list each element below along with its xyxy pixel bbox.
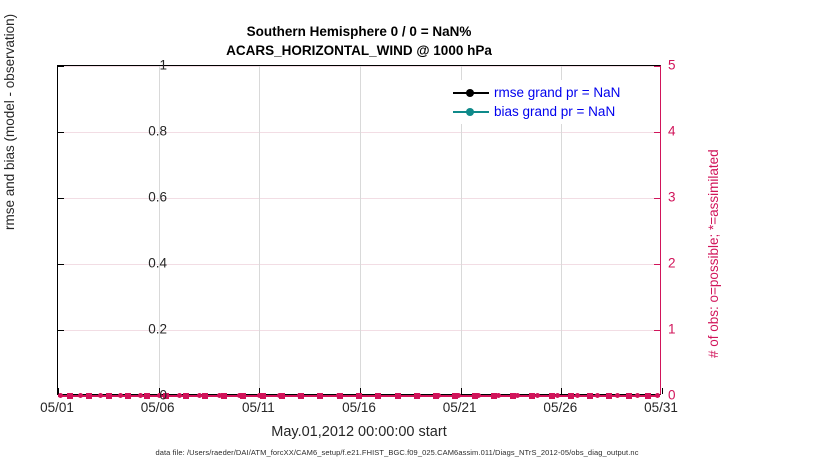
y-axis-right-tick-label: 4 <box>668 123 676 139</box>
y-axis-left-tick-label: 0.6 <box>148 189 167 205</box>
y-axis-right-tick-label: 1 <box>668 321 676 337</box>
vertical-gridline <box>460 66 462 394</box>
legend-swatch-rmse <box>453 86 489 100</box>
x-axis-title: May.01,2012 00:00:00 start <box>271 424 447 440</box>
x-axis-tick-label: 05/11 <box>241 400 275 415</box>
x-axis-tick-label: 05/06 <box>140 400 175 415</box>
x-axis-tick <box>158 388 160 394</box>
y-axis-left-tick-label: 0.8 <box>148 123 167 139</box>
legend-item-rmse[interactable]: rmse grand pr = NaN <box>453 83 620 102</box>
data-file-caption: data file: /Users/raeder/DAI/ATM_forcXX/… <box>155 448 639 457</box>
y-axis-right-tick <box>654 66 660 67</box>
horizontal-gridline <box>58 66 660 67</box>
y-axis-left-tick <box>58 264 64 265</box>
y-axis-left-tick <box>58 66 64 67</box>
chart-title-line-2: ACARS_HORIZONTAL_WIND @ 1000 hPa <box>226 43 492 58</box>
chart-title-line-1: Southern Hemisphere 0 / 0 = NaN% <box>246 24 472 39</box>
vertical-gridline <box>158 66 160 394</box>
vertical-gridline <box>561 66 563 394</box>
y-axis-right-tick <box>654 198 660 199</box>
y-axis-left-tick <box>58 132 64 133</box>
y-axis-left-title: rmse and bias (model - observation) <box>2 13 17 230</box>
x-axis-tick <box>662 388 663 394</box>
legend-swatch-bias <box>453 105 489 119</box>
horizontal-gridline <box>58 330 660 331</box>
y-axis-left-tick-label: 0.2 <box>148 321 167 337</box>
x-axis-tick-label: 05/21 <box>442 400 477 415</box>
y-axis-left-tick-label: 0 <box>159 387 167 403</box>
legend-label-rmse: rmse grand pr = NaN <box>494 85 621 100</box>
x-axis-tick-label: 05/31 <box>644 400 678 415</box>
y-axis-right-tick <box>654 132 660 133</box>
y-axis-right-tick-label: 2 <box>668 255 676 271</box>
legend: rmse grand pr = NaN bias grand pr = NaN <box>449 80 627 124</box>
y-axis-right-title: # of obs: o=possible; *=assimilated <box>706 149 721 358</box>
y-axis-right-tick-label: 3 <box>668 189 676 205</box>
x-axis-tick <box>259 388 261 394</box>
filled-circle-marker-icon <box>466 88 474 97</box>
x-axis-tick-label: 05/01 <box>40 400 74 415</box>
y-axis-left-tick <box>58 330 64 331</box>
x-axis-tick-label: 05/16 <box>342 400 376 415</box>
horizontal-gridline <box>58 264 660 265</box>
y-axis-right-tick-label: 5 <box>668 57 676 73</box>
x-axis-tick <box>360 388 361 394</box>
filled-circle-marker-icon <box>466 107 474 116</box>
legend-item-bias[interactable]: bias grand pr = NaN <box>453 102 620 121</box>
x-axis-tick <box>561 388 563 394</box>
legend-label-bias: bias grand pr = NaN <box>494 104 616 119</box>
x-axis-tick <box>460 388 462 394</box>
y-axis-right-tick-label: 0 <box>668 387 676 403</box>
y-axis-left-tick <box>58 198 64 199</box>
y-axis-left-tick-label: 0.4 <box>148 255 167 271</box>
x-axis-tick <box>58 388 59 394</box>
y-axis-right-tick <box>654 264 660 265</box>
y-axis-right-tick <box>654 330 660 331</box>
y-axis-left-tick-label: 1 <box>159 57 167 73</box>
series-line-obs-count <box>58 395 660 397</box>
vertical-gridline <box>360 66 361 394</box>
x-axis-tick-label: 05/26 <box>543 400 578 415</box>
horizontal-gridline <box>58 198 660 199</box>
horizontal-gridline <box>58 132 660 133</box>
chart-title: Southern Hemisphere 0 / 0 = NaN% ACARS_H… <box>57 22 661 60</box>
vertical-gridline <box>259 66 261 394</box>
